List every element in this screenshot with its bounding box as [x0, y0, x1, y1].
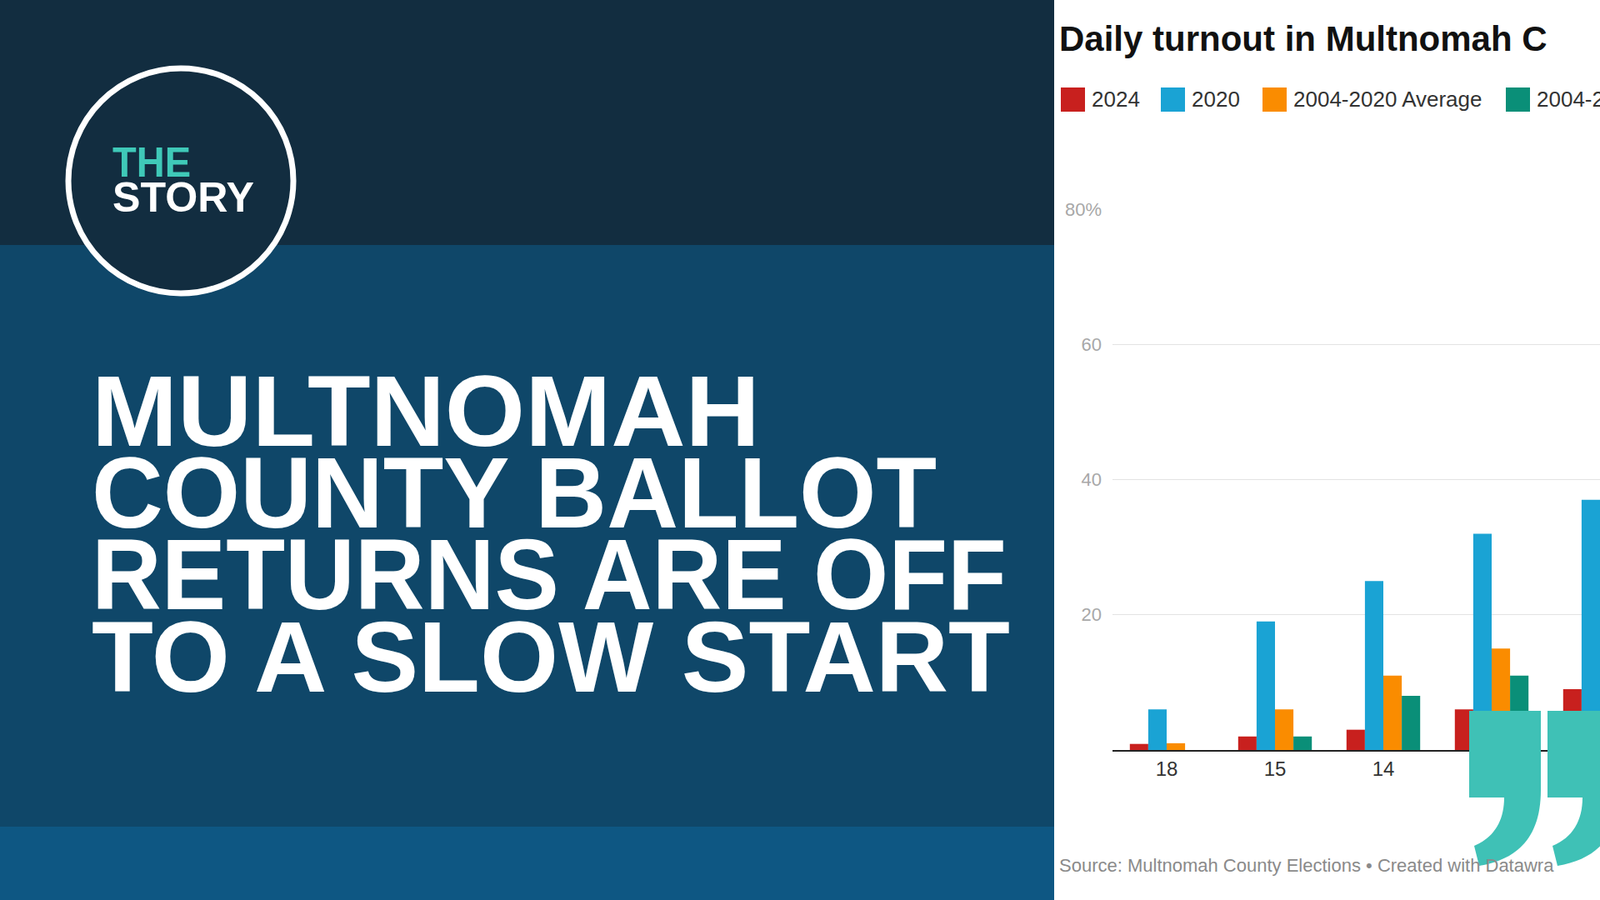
html-text:2024: 2024 — [1091, 86, 1140, 112]
svg-text:18: 18 — [1155, 757, 1179, 780]
svg-text:14: 14 — [1372, 757, 1395, 780]
html-text:Source: Multnomah County Elect: Source: Multnomah County Elections • Cre… — [1059, 855, 1554, 876]
svg-text:THE: THE — [112, 139, 196, 186]
svg-text:MULTNOMAH: MULTNOMAH — [91, 355, 740, 467]
svg-text:60: 60 — [1081, 334, 1102, 355]
svg-text:40: 40 — [1081, 469, 1102, 490]
html-text:Daily turnout in Multnomah C: Daily turnout in Multnomah C — [1059, 19, 1548, 59]
svg-text:80%: 80% — [1065, 199, 1102, 220]
svg-text:RETURNS ARE OFF: RETURNS ARE OFF — [91, 518, 1038, 630]
svg-text:20: 20 — [1081, 604, 1102, 625]
svg-text:TO A SLOW START: TO A SLOW START — [91, 600, 1010, 713]
svg-text:COUNTY BALLOT: COUNTY BALLOT — [91, 436, 946, 549]
html-text:2004-2020 Average: 2004-2020 Average — [1293, 86, 1483, 112]
svg-text:STORY: STORY — [112, 174, 255, 221]
svg-text:15: 15 — [1264, 757, 1287, 780]
html-text:2020: 2020 — [1191, 86, 1240, 112]
